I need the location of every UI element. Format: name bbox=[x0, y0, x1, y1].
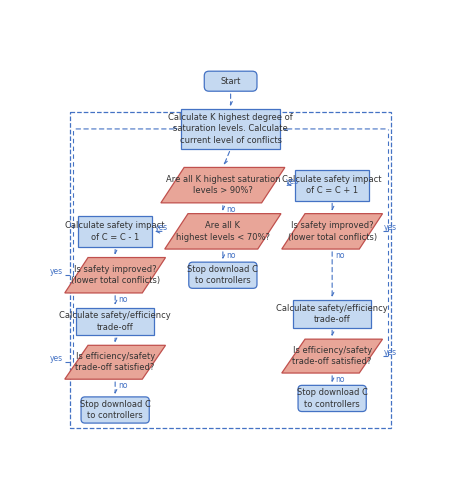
Text: Are all K
highest levels < 70%?: Are all K highest levels < 70%? bbox=[176, 221, 270, 242]
Text: Start: Start bbox=[220, 77, 241, 85]
Polygon shape bbox=[282, 339, 382, 373]
Text: yes: yes bbox=[50, 354, 63, 363]
Text: Is efficiency/safety
trade-off satisfied?: Is efficiency/safety trade-off satisfied… bbox=[76, 352, 155, 372]
Polygon shape bbox=[161, 167, 285, 203]
Text: Is efficiency/safety
trade-off satisfied?: Is efficiency/safety trade-off satisfied… bbox=[292, 346, 372, 366]
Text: Is safety improved?
(lower total conflicts): Is safety improved? (lower total conflic… bbox=[71, 265, 160, 285]
Polygon shape bbox=[282, 214, 382, 249]
FancyBboxPatch shape bbox=[204, 71, 257, 91]
FancyBboxPatch shape bbox=[76, 308, 154, 335]
Text: Stop download C
to controllers: Stop download C to controllers bbox=[297, 388, 368, 409]
FancyBboxPatch shape bbox=[298, 385, 366, 412]
Polygon shape bbox=[65, 345, 166, 379]
Text: no: no bbox=[118, 295, 128, 304]
Text: Calculate safety/efficiency
trade-off: Calculate safety/efficiency trade-off bbox=[276, 304, 388, 324]
Text: yes: yes bbox=[384, 348, 397, 357]
Text: Calculate safety impact
of C = C - 1: Calculate safety impact of C = C - 1 bbox=[65, 221, 165, 242]
FancyBboxPatch shape bbox=[81, 397, 149, 423]
Text: Stop download C
to controllers: Stop download C to controllers bbox=[188, 265, 258, 285]
Text: yes: yes bbox=[50, 267, 63, 276]
Text: no: no bbox=[118, 381, 128, 390]
Text: Calculate safety/efficiency
trade-off: Calculate safety/efficiency trade-off bbox=[59, 311, 171, 331]
FancyBboxPatch shape bbox=[78, 216, 153, 247]
Text: yes: yes bbox=[155, 223, 168, 232]
Polygon shape bbox=[65, 257, 166, 293]
Text: no: no bbox=[335, 375, 345, 384]
FancyBboxPatch shape bbox=[295, 170, 369, 201]
FancyBboxPatch shape bbox=[181, 109, 280, 149]
Text: yes: yes bbox=[384, 223, 397, 232]
Text: no: no bbox=[226, 205, 235, 214]
Text: Is safety improved?
(lower total conflicts): Is safety improved? (lower total conflic… bbox=[288, 221, 377, 242]
Text: Are all K highest saturation
levels > 90%?: Are all K highest saturation levels > 90… bbox=[166, 175, 280, 195]
Text: Calculate K highest degree of
saturation levels. Calculate
current level of conf: Calculate K highest degree of saturation… bbox=[168, 113, 293, 145]
FancyBboxPatch shape bbox=[293, 300, 371, 328]
Text: no: no bbox=[335, 250, 345, 260]
FancyBboxPatch shape bbox=[189, 262, 257, 288]
Polygon shape bbox=[165, 214, 281, 249]
Text: Stop download C
to controllers: Stop download C to controllers bbox=[80, 400, 151, 420]
Bar bbox=[70, 112, 391, 428]
Text: Calculate safety impact
of C = C + 1: Calculate safety impact of C = C + 1 bbox=[283, 175, 382, 195]
Text: yes: yes bbox=[286, 177, 299, 186]
Text: no: no bbox=[226, 250, 235, 260]
